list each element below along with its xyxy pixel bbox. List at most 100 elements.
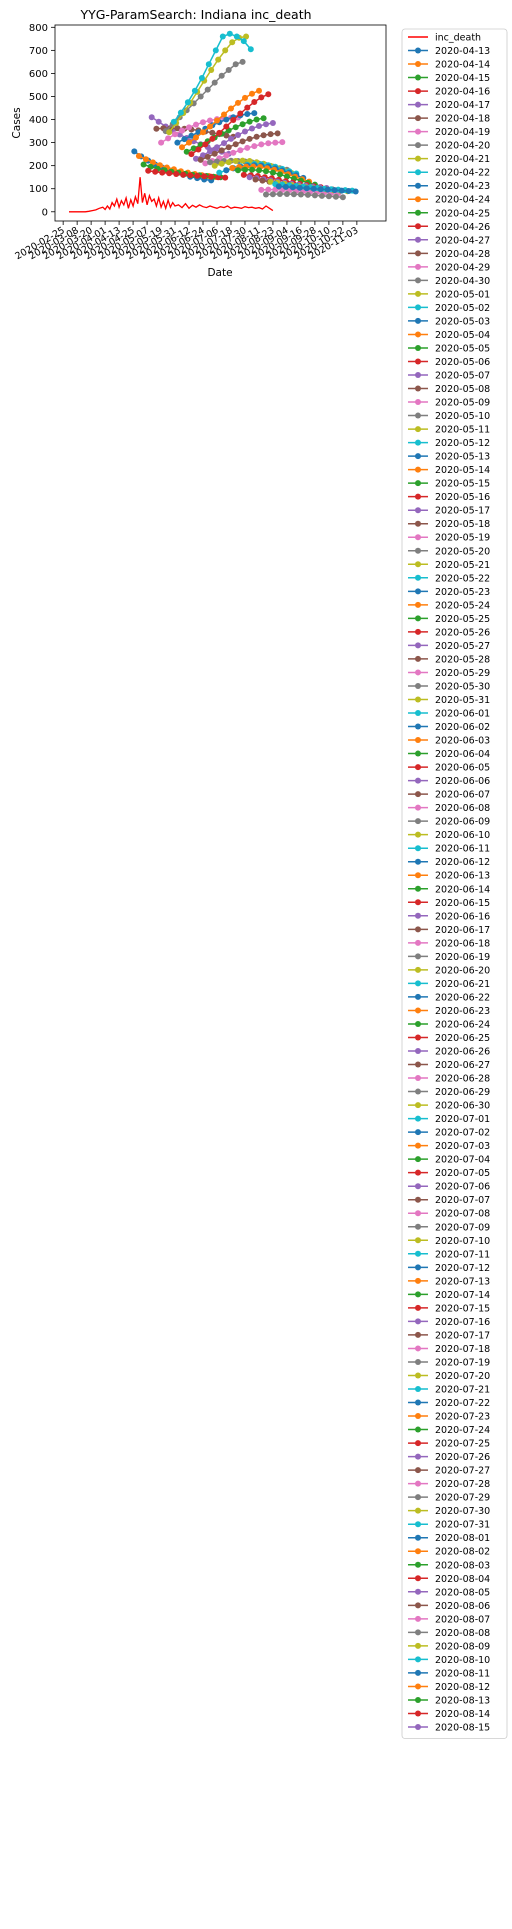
forecast-point bbox=[177, 109, 184, 116]
legend-item: 2020-07-13 bbox=[408, 1276, 490, 1287]
legend-item: 2020-05-09 bbox=[408, 398, 490, 409]
legend-marker bbox=[415, 818, 421, 825]
legend-label: 2020-05-17 bbox=[435, 506, 490, 517]
legend-label: 2020-07-22 bbox=[435, 1398, 490, 1409]
legend-label: 2020-07-26 bbox=[435, 1452, 490, 1463]
legend-item: 2020-06-23 bbox=[408, 1006, 490, 1017]
forecast-point bbox=[239, 138, 246, 145]
legend-marker bbox=[415, 1440, 421, 1447]
legend-label: 2020-07-16 bbox=[435, 1317, 490, 1328]
legend-marker bbox=[415, 791, 421, 798]
legend-label: 2020-06-11 bbox=[435, 844, 490, 855]
legend-label: 2020-06-07 bbox=[435, 790, 490, 801]
legend-marker bbox=[415, 1223, 421, 1230]
forecast-point bbox=[223, 123, 230, 130]
legend-item: 2020-05-24 bbox=[408, 600, 490, 611]
legend-item: 2020-07-28 bbox=[408, 1479, 490, 1490]
legend-marker bbox=[415, 1210, 421, 1217]
legend-marker bbox=[415, 182, 421, 189]
legend-item: 2020-06-04 bbox=[408, 749, 490, 760]
forecast-point bbox=[240, 171, 247, 178]
legend-label: 2020-05-15 bbox=[435, 479, 490, 490]
legend-marker bbox=[415, 1129, 421, 1136]
legend-label: 2020-05-21 bbox=[435, 560, 490, 571]
legend-label: 2020-04-18 bbox=[435, 114, 490, 125]
forecast-point bbox=[246, 135, 253, 142]
legend-label: 2020-07-06 bbox=[435, 1182, 490, 1193]
forecast-point bbox=[214, 117, 220, 124]
legend-label: 2020-05-27 bbox=[435, 641, 490, 652]
legend-label: 2020-07-09 bbox=[435, 1222, 490, 1233]
forecast-point bbox=[208, 173, 215, 180]
legend-item: 2020-06-19 bbox=[408, 952, 490, 963]
legend-label: 2020-05-20 bbox=[435, 546, 490, 557]
legend-marker bbox=[415, 1683, 421, 1690]
forecast-point bbox=[274, 130, 281, 137]
forecast-point bbox=[260, 115, 267, 122]
legend-item: 2020-04-30 bbox=[408, 276, 490, 287]
legend-item: 2020-06-05 bbox=[408, 763, 490, 774]
legend-item: 2020-06-22 bbox=[408, 992, 490, 1003]
legend-label: 2020-06-03 bbox=[435, 736, 490, 747]
legend-label: 2020-06-14 bbox=[435, 884, 490, 895]
legend-marker bbox=[415, 1494, 421, 1501]
legend-marker bbox=[415, 1669, 421, 1676]
legend-marker bbox=[415, 47, 421, 54]
legend-marker bbox=[415, 344, 421, 351]
forecast-point bbox=[263, 191, 269, 198]
forecast-point bbox=[229, 39, 236, 46]
legend-label: 2020-07-02 bbox=[435, 1128, 490, 1139]
legend-marker bbox=[415, 196, 421, 203]
legend-item: 2020-06-29 bbox=[408, 1087, 490, 1098]
legend-label: 2020-08-08 bbox=[435, 1628, 490, 1639]
forecast-point bbox=[258, 186, 265, 193]
legend-label: 2020-06-06 bbox=[435, 776, 490, 787]
legend-marker bbox=[415, 1561, 421, 1568]
legend-marker bbox=[415, 831, 421, 838]
forecast-point bbox=[158, 139, 165, 146]
forecast-point bbox=[148, 114, 155, 121]
forecast-point bbox=[221, 140, 227, 147]
legend-label: 2020-05-10 bbox=[435, 411, 490, 422]
legend-label: 2020-07-19 bbox=[435, 1357, 490, 1368]
legend-item: 2020-05-10 bbox=[408, 411, 490, 422]
forecast-point bbox=[149, 159, 156, 166]
forecast-point bbox=[244, 111, 251, 117]
forecast-point bbox=[289, 184, 296, 191]
legend-marker bbox=[415, 750, 421, 757]
forecast-point bbox=[239, 157, 246, 164]
y-tick-label: 300 bbox=[29, 138, 48, 149]
legend-marker bbox=[415, 655, 421, 662]
legend-label: 2020-05-31 bbox=[435, 695, 490, 706]
legend-marker bbox=[415, 1061, 421, 1068]
legend-label: 2020-05-08 bbox=[435, 384, 490, 395]
forecast-series bbox=[193, 120, 276, 162]
forecast-point bbox=[275, 183, 282, 190]
forecast-point bbox=[165, 135, 172, 142]
forecast-point bbox=[232, 141, 239, 148]
legend-item: 2020-06-12 bbox=[408, 857, 490, 868]
legend-marker bbox=[415, 61, 421, 68]
legend-label: 2020-06-27 bbox=[435, 1060, 490, 1071]
legend-marker bbox=[415, 1034, 421, 1041]
y-tick-label: 200 bbox=[29, 161, 48, 172]
legend-item: 2020-07-14 bbox=[408, 1290, 490, 1301]
legend-label: 2020-07-12 bbox=[435, 1263, 490, 1274]
legend-label: 2020-04-14 bbox=[435, 60, 490, 71]
legend-marker bbox=[415, 250, 421, 257]
legend-item: 2020-05-30 bbox=[408, 681, 490, 692]
legend-item: 2020-07-03 bbox=[408, 1141, 490, 1152]
legend-item: 2020-06-13 bbox=[408, 871, 490, 882]
forecast-point bbox=[218, 147, 225, 154]
forecast-point bbox=[232, 61, 239, 68]
legend-marker bbox=[415, 561, 421, 568]
legend-label: 2020-06-15 bbox=[435, 898, 490, 909]
legend-label: 2020-08-09 bbox=[435, 1641, 490, 1652]
forecast-point bbox=[184, 99, 191, 106]
legend-item: 2020-07-16 bbox=[408, 1317, 490, 1328]
legend-marker bbox=[415, 1710, 421, 1717]
legend-marker bbox=[415, 642, 421, 649]
forecast-point bbox=[246, 118, 253, 125]
forecast-point bbox=[222, 47, 229, 54]
forecast-point bbox=[207, 117, 213, 124]
